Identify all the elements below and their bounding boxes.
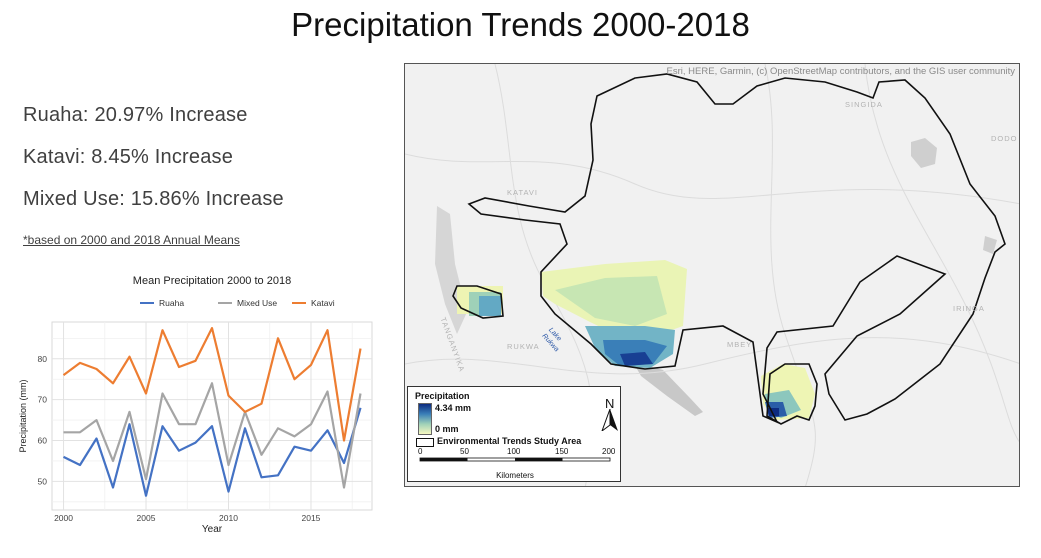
lake-tanganyika [435, 206, 467, 334]
study-area-main [467, 73, 1006, 424]
series-line-mixed-use [63, 382, 362, 489]
legend-color-ramp [418, 403, 432, 435]
legend-min: 0 mm [435, 424, 459, 434]
x-tick-label: 2005 [137, 513, 156, 523]
scale-tick-150: 150 [555, 447, 569, 456]
scale-tick-200: 200 [602, 447, 616, 456]
legend-max: 4.34 mm [435, 403, 472, 413]
x-tick-label: 2015 [302, 513, 321, 523]
label-singida: SINGIDA [845, 100, 883, 109]
map-canvas [405, 64, 1019, 486]
x-axis-label: Year [202, 524, 223, 535]
reservoir [983, 236, 997, 254]
legend-title: Precipitation [415, 391, 470, 401]
precipitation-map: Esri, HERE, Garmin, (c) OpenStreetMap co… [404, 63, 1020, 487]
lake-rukwa-water [633, 362, 703, 416]
north-arrow: N [600, 396, 620, 431]
label-rukwa: RUKWA [507, 342, 540, 351]
stat-mixed-use: Mixed Use: 15.86% Increase [23, 188, 284, 210]
precip-raster [457, 260, 815, 420]
plot-panel [51, 321, 373, 511]
study-area-katavi [452, 285, 504, 319]
y-tick-label: 80 [38, 354, 48, 364]
legend-study-area-swatch [416, 438, 434, 447]
precipitation-line-chart: Mean Precipitation 2000 to 2018 Ruaha Mixe… [18, 275, 373, 535]
legend-label-katavi: Katavi [311, 298, 335, 308]
map-legend: Precipitation 4.34 mm 0 mm Environmental… [407, 386, 621, 482]
label-mbeya: MBEY [727, 340, 753, 349]
study-area-south [766, 363, 818, 425]
label-iringa: IRINGA [953, 304, 985, 313]
legend-study-area: Environmental Trends Study Area [437, 436, 582, 446]
footnote: *based on 2000 and 2018 Annual Means [23, 233, 240, 247]
lake-singida [911, 138, 937, 168]
series-line-katavi [62, 326, 362, 442]
north-arrow-label: N [605, 396, 615, 411]
stat-katavi: Katavi: 8.45% Increase [23, 146, 234, 168]
y-tick-label: 70 [38, 395, 48, 405]
x-tick-label: 2000 [54, 513, 73, 523]
legend-label-mixed-use: Mixed Use [237, 298, 277, 308]
label-dodoma: DODO [991, 134, 1018, 143]
scale-unit: Kilometers [496, 471, 534, 480]
x-tick-label: 2010 [219, 513, 238, 523]
map-attribution: Esri, HERE, Garmin, (c) OpenStreetMap co… [666, 66, 1015, 77]
scale-tick-50: 50 [460, 447, 469, 456]
legend-label-ruaha: Ruaha [159, 298, 184, 308]
stat-ruaha: Ruaha: 20.97% Increase [23, 104, 248, 126]
scale-tick-100: 100 [507, 447, 521, 456]
page-title: Precipitation Trends 2000-2018 [291, 6, 750, 43]
scale-tick-0: 0 [418, 447, 423, 456]
series-line-ruaha [63, 407, 362, 497]
chart-title: Mean Precipitation 2000 to 2018 [133, 275, 291, 287]
y-tick-label: 50 [38, 476, 48, 486]
y-tick-label: 60 [38, 436, 48, 446]
y-axis-label: Precipitation (mm) [18, 379, 28, 452]
north-arrow-icon [601, 409, 618, 431]
label-katavi: KATAVI [507, 188, 539, 197]
scale-bar [419, 457, 611, 462]
